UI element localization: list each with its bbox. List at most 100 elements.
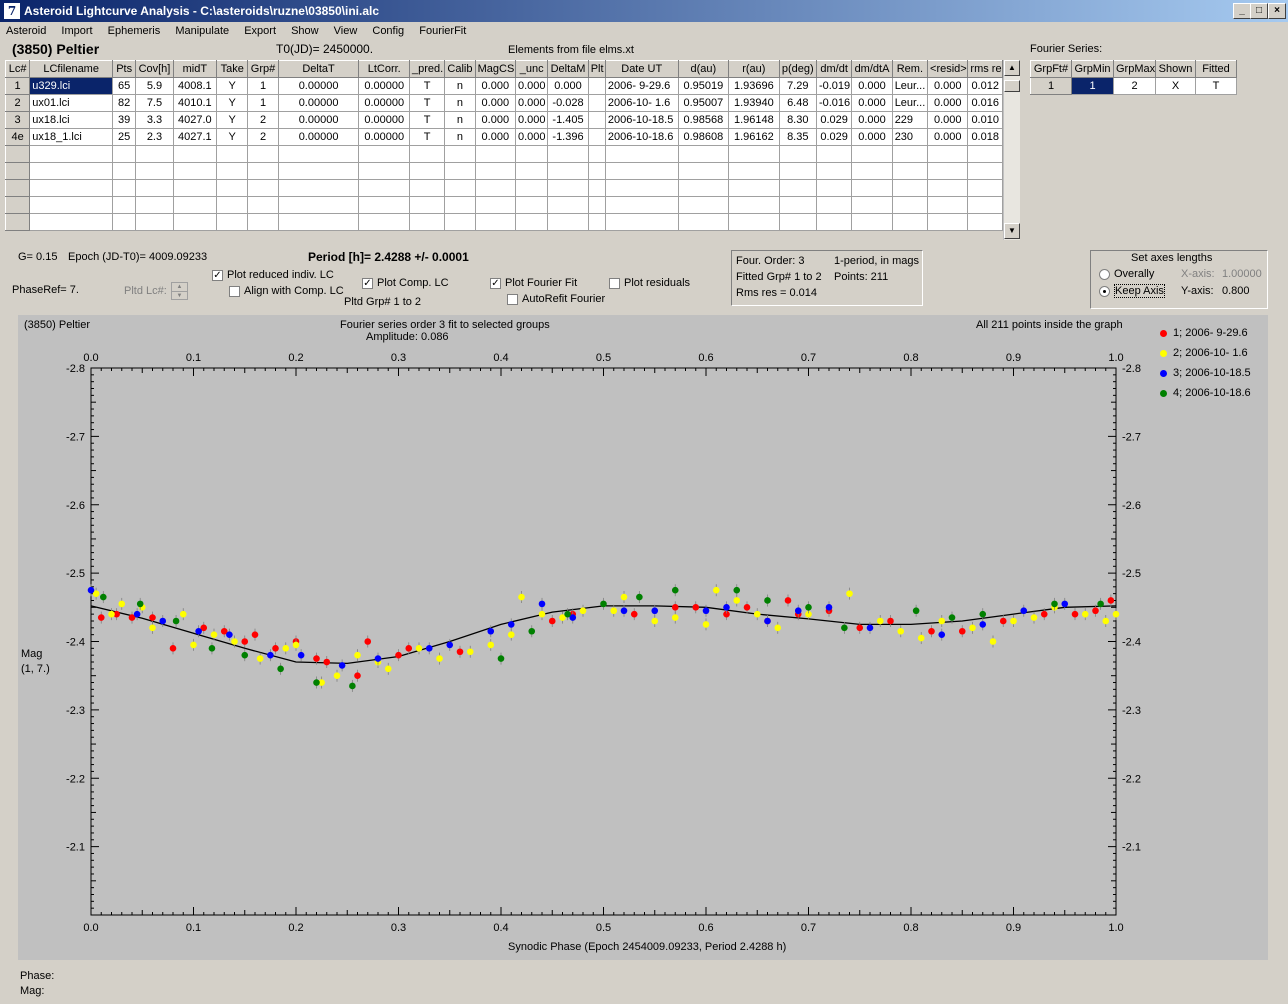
empty-cell[interactable]	[358, 213, 410, 231]
fs-cell[interactable]: 1	[1030, 77, 1072, 95]
empty-cell[interactable]	[4, 179, 31, 197]
table-cell[interactable]	[587, 128, 606, 146]
empty-cell[interactable]	[172, 145, 218, 163]
table-cell[interactable]: 0.018	[967, 128, 1003, 146]
empty-cell[interactable]	[604, 196, 679, 214]
table-cell[interactable]: Leur...	[891, 77, 929, 95]
table-cell[interactable]: T	[408, 94, 446, 112]
fs-col-header[interactable]: GrpFt#	[1030, 60, 1072, 78]
table-cell[interactable]: 5.9	[135, 77, 174, 95]
table-cell[interactable]: 25	[112, 128, 137, 146]
table-cell[interactable]: 2.3	[135, 128, 174, 146]
empty-cell[interactable]	[112, 179, 137, 197]
empty-cell[interactable]	[927, 179, 969, 197]
table-cell[interactable]: 0.016	[967, 94, 1003, 112]
table-cell[interactable]: -0.028	[547, 94, 589, 112]
table-cell[interactable]: 0.000	[474, 94, 517, 112]
empty-cell[interactable]	[547, 145, 589, 163]
table-cell[interactable]: 0.000	[474, 77, 517, 95]
table-cell[interactable]: 0.00000	[277, 128, 360, 146]
col-header[interactable]: DeltaT	[277, 60, 360, 78]
table-cell[interactable]: -0.019	[815, 77, 853, 95]
plot-comp-checkbox[interactable]: ✓ Plot Comp. LC	[362, 277, 449, 289]
table-cell[interactable]: 0.000	[514, 128, 549, 146]
menu-show[interactable]: Show	[291, 25, 319, 37]
empty-cell[interactable]	[408, 162, 446, 180]
empty-cell[interactable]	[444, 179, 476, 197]
menu-config[interactable]: Config	[372, 25, 405, 37]
empty-cell[interactable]	[277, 145, 360, 163]
maximize-button[interactable]: □	[1250, 3, 1268, 19]
table-cell[interactable]: 0.000	[851, 94, 893, 112]
menu-ephemeris[interactable]: Ephemeris	[107, 25, 161, 37]
col-header[interactable]: DeltaM	[547, 60, 589, 78]
col-header[interactable]: Rem.	[891, 60, 929, 78]
keep-axis-radio-dot[interactable]	[1099, 285, 1110, 297]
empty-cell[interactable]	[4, 213, 31, 231]
menu-view[interactable]: View	[333, 25, 358, 37]
table-cell[interactable]: ux01.lci	[29, 94, 114, 112]
empty-cell[interactable]	[172, 179, 218, 197]
plot-residuals-check[interactable]	[609, 277, 620, 289]
empty-cell[interactable]	[547, 213, 589, 231]
empty-cell[interactable]	[29, 162, 114, 180]
empty-cell[interactable]	[587, 145, 606, 163]
empty-cell[interactable]	[587, 162, 606, 180]
empty-cell[interactable]	[677, 196, 730, 214]
empty-row[interactable]	[4, 162, 1003, 180]
menu-asteroid[interactable]: Asteroid	[6, 25, 47, 37]
empty-cell[interactable]	[815, 196, 853, 214]
table-cell[interactable]: 2006-10-18.6	[604, 128, 679, 146]
table-cell[interactable]: 1	[4, 77, 31, 95]
empty-cell[interactable]	[4, 162, 31, 180]
empty-cell[interactable]	[728, 196, 780, 214]
menu-fourierfit[interactable]: FourierFit	[419, 25, 467, 37]
table-cell[interactable]: 4e	[4, 128, 31, 146]
col-header[interactable]: <resid>	[927, 60, 969, 78]
table-cell[interactable]: ux18_1.lci	[29, 128, 114, 146]
empty-cell[interactable]	[135, 196, 174, 214]
empty-cell[interactable]	[444, 213, 476, 231]
table-cell[interactable]: 1.96148	[728, 111, 780, 129]
table-cell[interactable]: 4008.1	[172, 77, 218, 95]
table-cell[interactable]: 0.029	[815, 128, 853, 146]
empty-cell[interactable]	[135, 179, 174, 197]
empty-cell[interactable]	[891, 196, 929, 214]
table-cell[interactable]: 1.96162	[728, 128, 780, 146]
empty-cell[interactable]	[815, 162, 853, 180]
table-cell[interactable]: 0.000	[514, 94, 549, 112]
empty-cell[interactable]	[728, 179, 780, 197]
empty-cell[interactable]	[408, 145, 446, 163]
table-cell[interactable]: 0.029	[815, 111, 853, 129]
table-cell[interactable]: n	[444, 77, 476, 95]
empty-cell[interactable]	[967, 196, 1003, 214]
empty-cell[interactable]	[408, 179, 446, 197]
col-header[interactable]: _unc	[514, 60, 549, 78]
table-cell[interactable]: 0.000	[474, 128, 517, 146]
empty-cell[interactable]	[851, 213, 893, 231]
empty-cell[interactable]	[247, 162, 279, 180]
table-cell[interactable]: 0.00000	[358, 128, 410, 146]
empty-cell[interactable]	[444, 196, 476, 214]
table-cell[interactable]: 4027.1	[172, 128, 218, 146]
col-header[interactable]: LtCorr.	[358, 60, 410, 78]
empty-cell[interactable]	[135, 162, 174, 180]
empty-cell[interactable]	[29, 213, 114, 231]
empty-row[interactable]	[4, 213, 1003, 231]
table-cell[interactable]: -0.016	[815, 94, 853, 112]
table-cell[interactable]: 4010.1	[172, 94, 218, 112]
table-cell[interactable]	[587, 111, 606, 129]
empty-cell[interactable]	[408, 196, 446, 214]
table-cell[interactable]: -1.405	[547, 111, 589, 129]
fs-col-header[interactable]: Fitted	[1195, 60, 1237, 78]
empty-row[interactable]	[4, 145, 1003, 163]
empty-cell[interactable]	[514, 162, 549, 180]
table-cell[interactable]: 3.3	[135, 111, 174, 129]
empty-cell[interactable]	[604, 179, 679, 197]
empty-cell[interactable]	[778, 196, 817, 214]
empty-cell[interactable]	[135, 213, 174, 231]
empty-cell[interactable]	[547, 162, 589, 180]
table-cell[interactable]: 1	[247, 77, 279, 95]
